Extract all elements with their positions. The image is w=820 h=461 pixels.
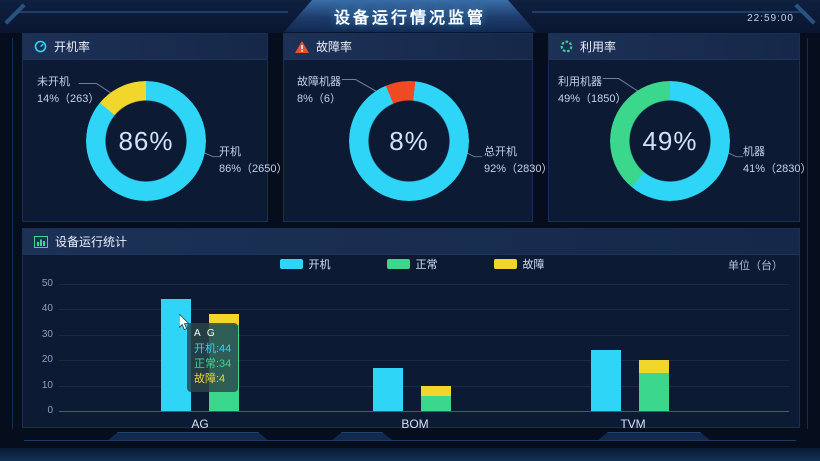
slice-label-left: 利用机器 49%（1850） [558,76,627,105]
bar-开机-BOM[interactable] [373,367,403,411]
frame-bottom-bump [108,432,268,440]
bar-开机-TVM[interactable] [591,350,621,411]
y-axis-label: 20 [41,354,53,366]
legend-swatch-green [386,259,410,269]
y-axis-label: 10 [41,379,53,391]
panel-title: 利用率 [580,40,617,54]
bar-故障-AG[interactable] [209,314,239,325]
tooltip-row: 故障:4 [194,373,226,385]
bar-故障-TVM[interactable] [639,360,669,373]
panel-power-rate: 开机率 86% 未开机 14%（263） 开机 86%（2650） [22,33,288,222]
frame-bottom-bump [598,432,710,440]
x-axis-line [59,411,789,412]
slice-label-left: 未开机 14%（263） [37,76,100,105]
panel-stats-header: 设备运行统计 [23,229,799,255]
frame-edge-left [12,38,13,429]
donut-fault[interactable] [349,81,469,201]
label-connectors [78,82,222,158]
donut-usage-center: 49% [642,125,698,156]
panel-title: 开机率 [54,40,91,54]
category-label-ag: AG [191,417,209,431]
tooltip-row: 开机:44 [194,343,232,355]
frame-bottom-line [24,440,796,441]
gridline [59,309,789,311]
slice-label-right: 开机 86%（2650） [219,146,288,175]
slice-label-right: 机器 41%（2830） [743,146,812,175]
donut-fault-center: 8% [389,125,429,156]
dashed-ring-icon [560,40,573,53]
tooltip-row: 正常:34 [194,358,232,370]
bar-正常-TVM[interactable] [639,372,669,411]
titlebar-line-right [532,11,806,13]
frame-bottom-bump [332,432,392,440]
chart-tooltip: A G 开机:44 正常:34 故障:4 [187,323,239,392]
panel-fault-header: 故障率 [284,34,532,60]
y-axis-label: 30 [41,328,53,340]
tooltip-title: A G [194,328,217,339]
donut-usage[interactable] [610,81,730,201]
gridline [59,334,789,336]
panel-usage-rate: 利用率 49% 利用机器 49%（1850） 机器 41%（2830） [548,33,812,222]
gridline [59,284,789,285]
legend-swatch-yellow [493,259,517,269]
panel-fault-rate: 故障率 8% 故障机器 8%（6） 总开机 92%（2830） [283,33,553,222]
unit-label: 单位（台） [728,260,783,272]
slice-label-right: 总开机 92%（2830） [484,146,553,175]
bar-chart-icon [34,235,48,248]
panel-title: 故障率 [316,40,353,54]
donut-power[interactable] [86,81,206,201]
gridline [59,360,789,362]
bar-plot-area: A G 开机:44 正常:34 故障:4 0 10 20 30 40 50 AG BOM TVM [23,229,799,431]
panel-usage-header: 利用率 [549,34,799,60]
category-label-bom: BOM [401,417,429,431]
warning-triangle-icon [295,40,309,53]
clock: 22:59:00 [747,13,794,24]
y-axis-label: 50 [41,278,53,289]
label-connectors [602,78,744,158]
y-axis-label: 40 [41,303,53,315]
panel-equipment-stats: 设备运行统计 开机 正常 故障 单位（台） A G 开机:44 正常:34 故障… [22,228,801,431]
bar-正常-BOM[interactable] [421,395,451,411]
legend-item-fault[interactable]: 故障 [493,256,545,272]
frame-edge-right [807,38,808,429]
titlebar-line-left [16,11,288,13]
page-title: 设备运行情况监管 [284,0,536,32]
donut-power-center: 86% [118,125,174,156]
panel-power-header: 开机率 [23,34,267,60]
legend-item-on[interactable]: 开机 [279,256,331,272]
panel-title: 设备运行统计 [55,235,128,249]
y-axis-label: 0 [47,405,53,416]
titlebar: 设备运行情况监管 22:59:00 [0,0,820,33]
slice-label-left: 故障机器 8%（6） [297,76,342,105]
legend-swatch-cyan [279,259,303,269]
bar-开机-AG[interactable] [161,299,191,411]
gauge-icon [34,40,47,53]
bar-故障-BOM[interactable] [421,385,451,396]
mouse-cursor-icon [179,314,190,331]
legend-item-normal[interactable]: 正常 [386,256,438,272]
legend: 开机 正常 故障 [23,255,801,273]
frame-bottom-strip [0,448,820,461]
category-label-tvm: TVM [620,417,646,431]
